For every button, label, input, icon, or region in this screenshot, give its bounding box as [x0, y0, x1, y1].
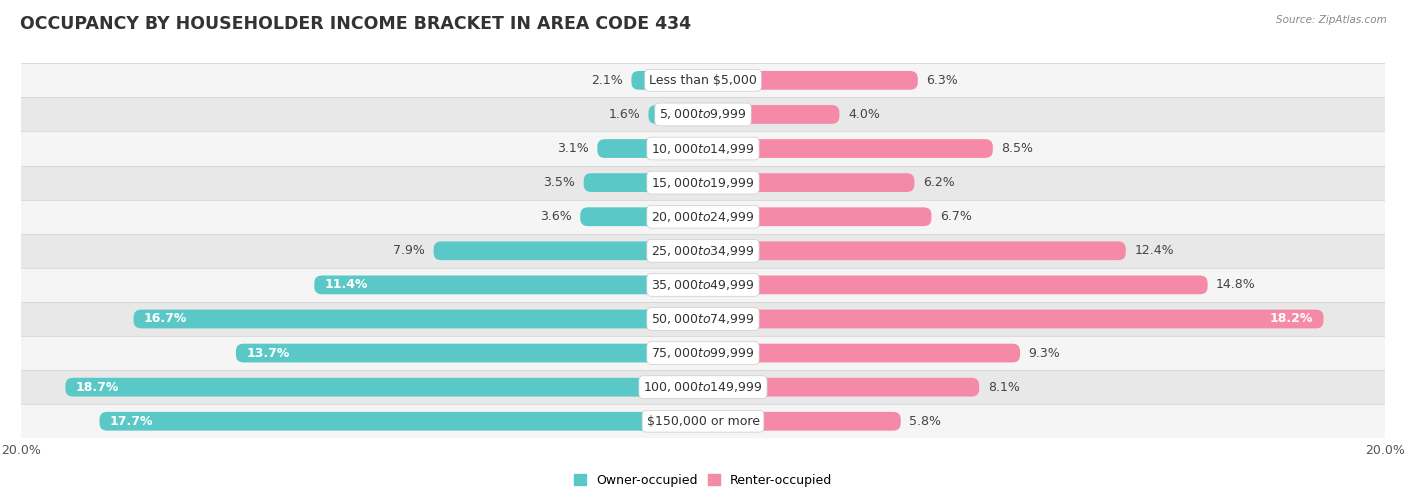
Text: 9.3%: 9.3% — [1029, 347, 1060, 359]
FancyBboxPatch shape — [66, 378, 703, 396]
Text: $25,000 to $34,999: $25,000 to $34,999 — [651, 244, 755, 258]
Text: $35,000 to $49,999: $35,000 to $49,999 — [651, 278, 755, 292]
FancyBboxPatch shape — [703, 310, 1323, 328]
Text: 2.1%: 2.1% — [591, 74, 623, 87]
Text: 1.6%: 1.6% — [609, 108, 640, 121]
FancyBboxPatch shape — [703, 344, 1021, 362]
FancyBboxPatch shape — [703, 242, 1126, 260]
FancyBboxPatch shape — [703, 139, 993, 158]
Text: 3.1%: 3.1% — [557, 142, 589, 155]
Text: 14.8%: 14.8% — [1216, 279, 1256, 291]
FancyBboxPatch shape — [703, 378, 979, 396]
Text: 7.9%: 7.9% — [394, 244, 425, 257]
Bar — [21, 336, 1385, 370]
Bar — [21, 302, 1385, 336]
FancyBboxPatch shape — [315, 276, 703, 294]
Text: $150,000 or more: $150,000 or more — [647, 415, 759, 428]
Text: $15,000 to $19,999: $15,000 to $19,999 — [651, 176, 755, 189]
Text: 8.1%: 8.1% — [987, 381, 1019, 393]
Bar — [21, 200, 1385, 234]
Text: $20,000 to $24,999: $20,000 to $24,999 — [651, 210, 755, 224]
FancyBboxPatch shape — [583, 173, 703, 192]
Text: 17.7%: 17.7% — [110, 415, 153, 428]
Text: 13.7%: 13.7% — [246, 347, 290, 359]
Text: 5.8%: 5.8% — [910, 415, 941, 428]
Bar — [21, 166, 1385, 200]
Bar — [21, 404, 1385, 438]
Bar — [21, 97, 1385, 131]
FancyBboxPatch shape — [703, 105, 839, 124]
Text: $75,000 to $99,999: $75,000 to $99,999 — [651, 346, 755, 360]
Text: 6.3%: 6.3% — [927, 74, 957, 87]
Text: 11.4%: 11.4% — [325, 279, 368, 291]
Text: Source: ZipAtlas.com: Source: ZipAtlas.com — [1275, 15, 1386, 25]
FancyBboxPatch shape — [703, 412, 901, 431]
Text: 4.0%: 4.0% — [848, 108, 880, 121]
Text: 18.7%: 18.7% — [76, 381, 120, 393]
Text: 8.5%: 8.5% — [1001, 142, 1033, 155]
Bar — [21, 234, 1385, 268]
Text: $10,000 to $14,999: $10,000 to $14,999 — [651, 142, 755, 155]
Text: 18.2%: 18.2% — [1270, 313, 1313, 325]
Text: 6.2%: 6.2% — [922, 176, 955, 189]
Text: 3.5%: 3.5% — [543, 176, 575, 189]
Bar — [21, 370, 1385, 404]
Bar — [21, 268, 1385, 302]
FancyBboxPatch shape — [100, 412, 703, 431]
FancyBboxPatch shape — [581, 207, 703, 226]
Text: 12.4%: 12.4% — [1135, 244, 1174, 257]
FancyBboxPatch shape — [134, 310, 703, 328]
FancyBboxPatch shape — [236, 344, 703, 362]
Bar — [21, 63, 1385, 97]
FancyBboxPatch shape — [648, 105, 703, 124]
FancyBboxPatch shape — [703, 276, 1208, 294]
Bar — [21, 131, 1385, 166]
Text: 3.6%: 3.6% — [540, 210, 572, 223]
Text: OCCUPANCY BY HOUSEHOLDER INCOME BRACKET IN AREA CODE 434: OCCUPANCY BY HOUSEHOLDER INCOME BRACKET … — [20, 15, 690, 33]
FancyBboxPatch shape — [703, 71, 918, 90]
Legend: Owner-occupied, Renter-occupied: Owner-occupied, Renter-occupied — [568, 469, 838, 487]
Text: Less than $5,000: Less than $5,000 — [650, 74, 756, 87]
FancyBboxPatch shape — [703, 207, 931, 226]
Text: 16.7%: 16.7% — [143, 313, 187, 325]
Text: $5,000 to $9,999: $5,000 to $9,999 — [659, 108, 747, 121]
FancyBboxPatch shape — [631, 71, 703, 90]
Text: $50,000 to $74,999: $50,000 to $74,999 — [651, 312, 755, 326]
FancyBboxPatch shape — [703, 173, 914, 192]
Text: 6.7%: 6.7% — [941, 210, 972, 223]
FancyBboxPatch shape — [598, 139, 703, 158]
FancyBboxPatch shape — [433, 242, 703, 260]
Text: $100,000 to $149,999: $100,000 to $149,999 — [644, 380, 762, 394]
